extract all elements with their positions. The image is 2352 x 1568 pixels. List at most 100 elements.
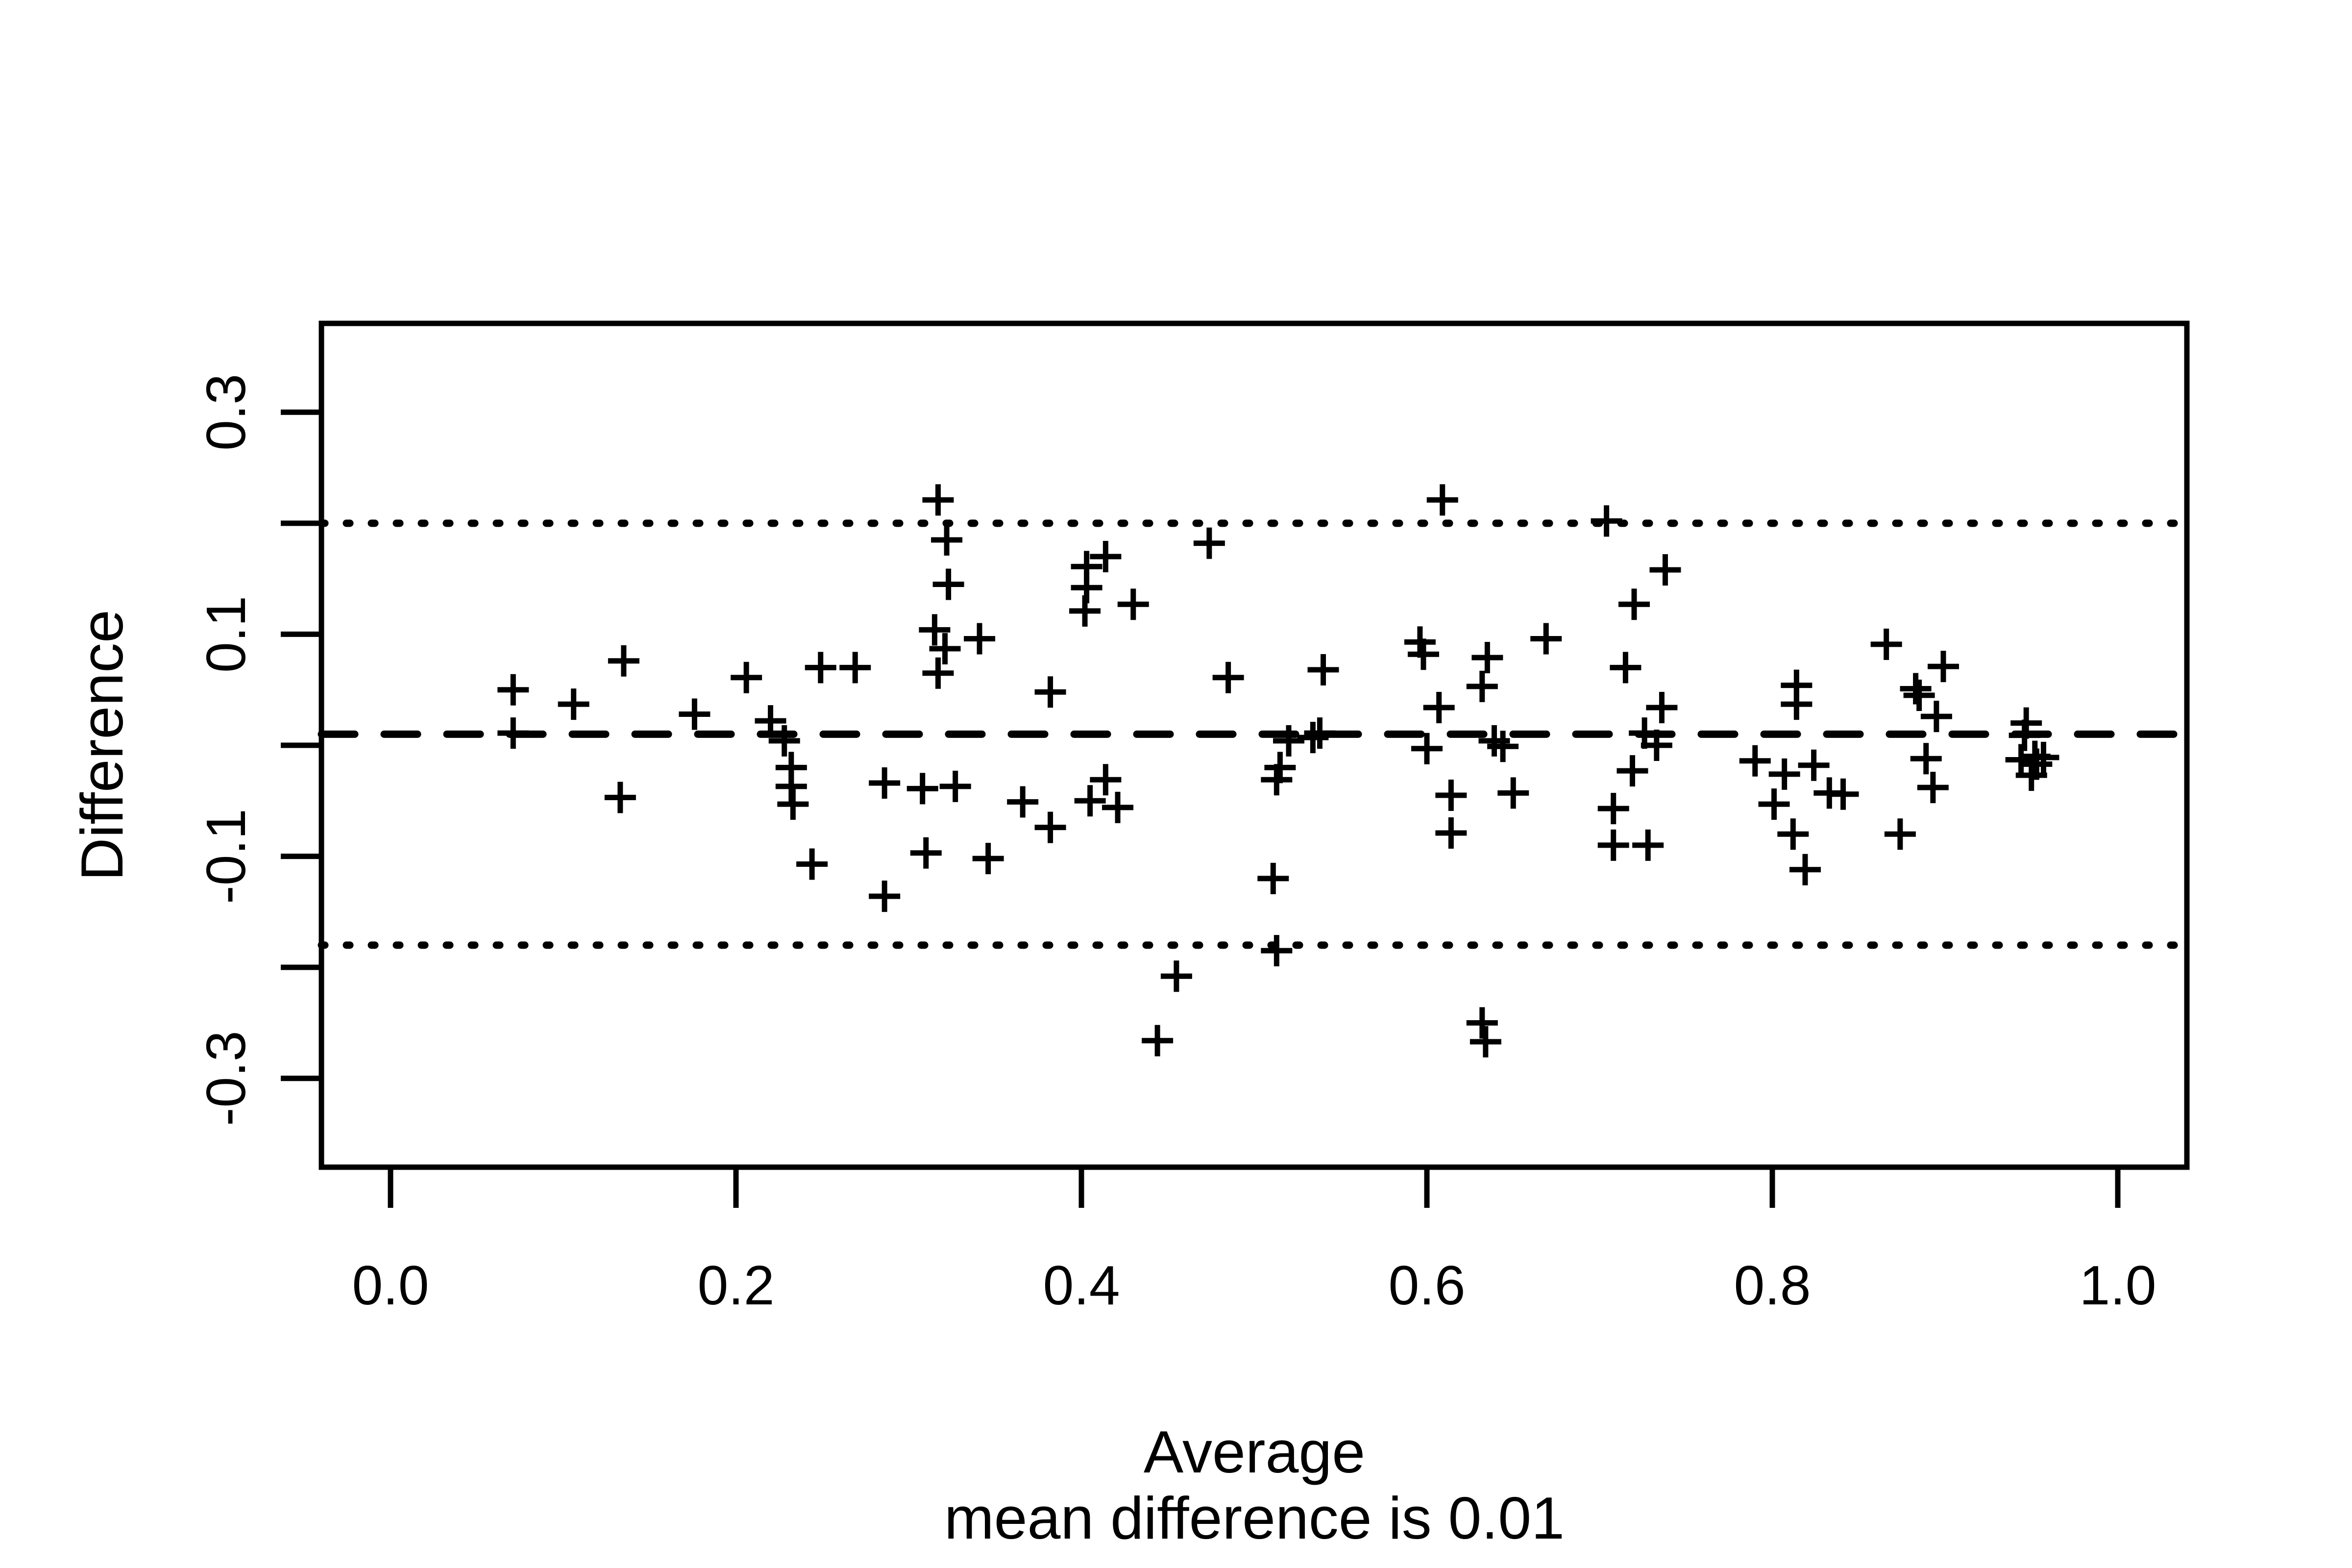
- data-point-marker: [1597, 829, 1629, 861]
- data-point-marker: [972, 843, 1004, 875]
- data-point-marker: [922, 657, 954, 689]
- data-point-marker: [1798, 749, 1830, 781]
- data-point-marker: [1649, 554, 1681, 586]
- reference-lines: [318, 519, 2191, 949]
- data-point-marker: [1297, 722, 1329, 754]
- data-point-marker: [2009, 719, 2040, 751]
- data-point-marker: [1142, 1025, 1174, 1056]
- data-point-marker: [1781, 688, 1813, 720]
- data-point-marker: [796, 848, 828, 880]
- data-point-marker: [1777, 818, 1809, 850]
- data-point-marker: [1117, 588, 1149, 620]
- x-tick-label: 0.2: [697, 1254, 774, 1316]
- data-point-marker: [777, 788, 809, 820]
- data-point-marker: [731, 662, 762, 693]
- x-axis-title: Average: [1144, 1419, 1365, 1485]
- data-point-marker: [932, 568, 964, 600]
- data-point-marker: [1903, 680, 1935, 711]
- data-point-marker: [2028, 741, 2059, 773]
- data-point-marker: [497, 717, 529, 749]
- data-point-marker: [1471, 642, 1503, 673]
- data-point-marker: [1090, 764, 1122, 796]
- data-point-marker: [1487, 731, 1519, 762]
- data-point-marker: [964, 623, 996, 655]
- data-point-marker: [1497, 777, 1529, 809]
- data-point-marker: [1261, 764, 1293, 796]
- data-point-marker: [604, 782, 636, 813]
- data-point-marker: [1927, 651, 1959, 683]
- scatter-points: [497, 484, 2059, 1057]
- y-tick-label: -0.1: [195, 808, 257, 904]
- data-point-marker: [1910, 743, 1942, 775]
- data-point-marker: [1617, 755, 1648, 787]
- data-point-marker: [497, 674, 529, 706]
- data-point-marker: [1466, 1007, 1498, 1039]
- data-point-marker: [1212, 662, 1244, 693]
- data-point-marker: [1160, 960, 1192, 992]
- data-point-marker: [1069, 595, 1101, 627]
- data-point-marker: [910, 837, 942, 869]
- data-point-marker: [1768, 758, 1800, 790]
- data-point-marker: [1917, 772, 1949, 804]
- data-point-marker: [1646, 691, 1678, 723]
- data-point-marker: [1591, 505, 1622, 537]
- y-axis-ticks: -0.3 -0.1 0.1 0.3: [195, 374, 321, 1126]
- x-tick-label: 0.6: [1388, 1254, 1465, 1316]
- data-point-marker: [1618, 588, 1650, 620]
- plot-box: [318, 320, 2190, 1170]
- data-point-marker: [1273, 725, 1304, 757]
- data-point-marker: [929, 633, 961, 664]
- data-point-marker: [1610, 652, 1642, 684]
- data-point-marker: [1261, 935, 1293, 967]
- data-point-marker: [1007, 786, 1039, 818]
- data-point-marker: [608, 645, 639, 677]
- data-point-marker: [1423, 691, 1455, 723]
- x-tick-label: 1.0: [2079, 1254, 2156, 1316]
- data-point-marker: [1426, 484, 1458, 516]
- y-tick-label: 0.1: [195, 596, 257, 673]
- data-point-marker: [869, 767, 901, 799]
- y-tick-label: -0.3: [195, 1030, 257, 1126]
- data-point-marker: [805, 652, 836, 684]
- data-point-marker: [1307, 654, 1339, 686]
- data-point-marker: [768, 725, 800, 757]
- data-point-marker: [1739, 745, 1771, 777]
- x-tick-label: 0.0: [352, 1254, 429, 1316]
- data-point-marker: [1920, 701, 1952, 733]
- data-point-marker: [1632, 829, 1664, 861]
- data-point-marker: [1827, 778, 1859, 810]
- data-point-marker: [1758, 788, 1790, 820]
- data-point-marker: [919, 614, 951, 646]
- data-point-marker: [1435, 817, 1467, 849]
- data-point-marker: [1034, 676, 1066, 708]
- data-point-marker: [1530, 623, 1562, 655]
- data-point-marker: [869, 881, 901, 912]
- data-point-marker: [755, 705, 786, 737]
- data-point-marker: [939, 770, 971, 802]
- data-point-marker: [1884, 818, 1916, 850]
- data-point-marker: [1304, 717, 1336, 749]
- data-point-marker: [931, 524, 963, 556]
- data-point-marker: [1102, 791, 1134, 823]
- data-point-marker: [1193, 527, 1225, 559]
- data-point-marker: [1470, 1026, 1501, 1057]
- x-axis-ticks: 0.0 0.2 0.4 0.6 0.8 1.0: [352, 1167, 2156, 1316]
- data-point-marker: [1090, 540, 1122, 572]
- y-tick-label: 0.3: [195, 374, 257, 451]
- plot-subtitle: mean difference is 0.01: [944, 1485, 1565, 1551]
- data-point-marker: [1074, 785, 1106, 817]
- data-point-marker: [1641, 730, 1672, 761]
- data-point-marker: [1870, 628, 1902, 660]
- data-point-marker: [1411, 733, 1443, 764]
- y-axis-title: Difference: [69, 610, 135, 881]
- x-tick-label: 0.8: [1734, 1254, 1811, 1316]
- x-tick-label: 0.4: [1043, 1254, 1120, 1316]
- data-point-marker: [1034, 811, 1066, 843]
- data-point-marker: [558, 688, 589, 720]
- data-point-marker: [922, 484, 954, 516]
- data-point-marker: [1435, 779, 1467, 811]
- data-point-marker: [906, 773, 938, 805]
- data-point-marker: [1466, 670, 1498, 702]
